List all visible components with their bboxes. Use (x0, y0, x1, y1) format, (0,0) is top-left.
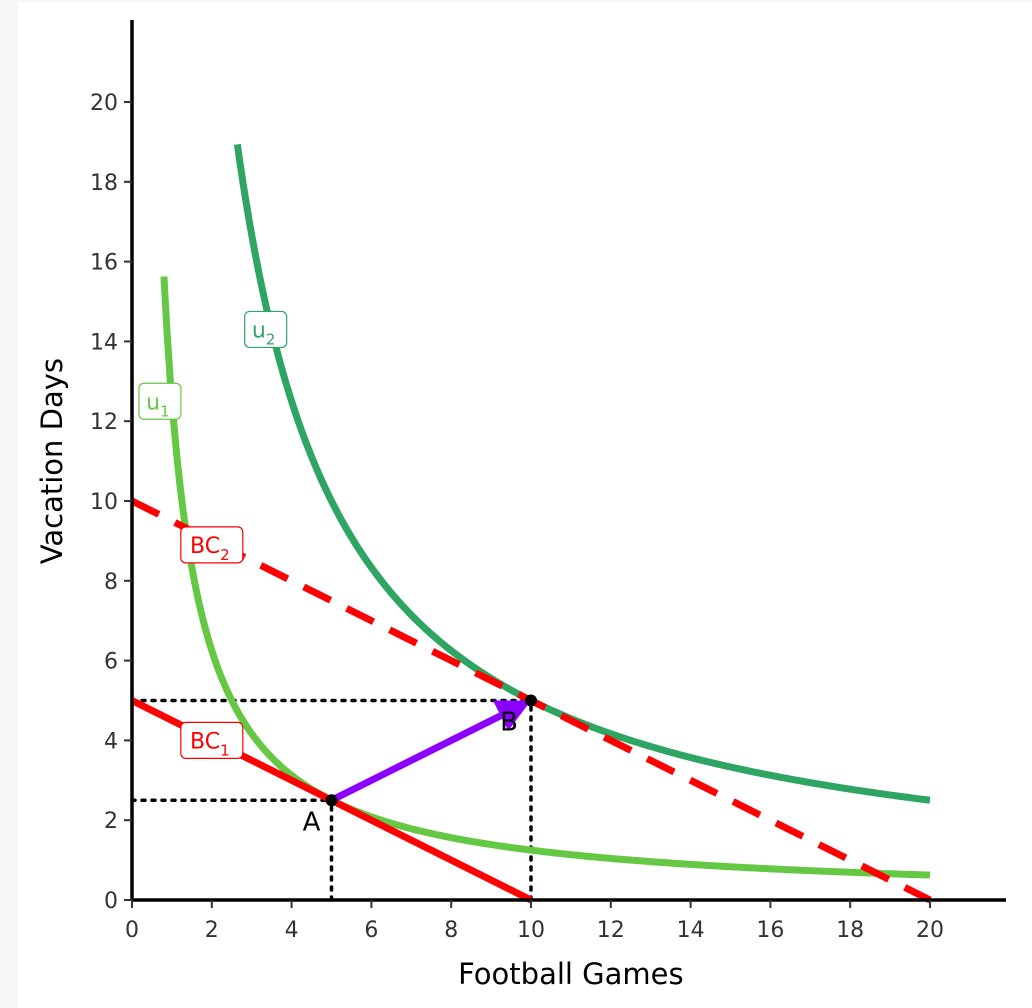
label-main: BC (190, 729, 220, 754)
y-tick-label-4: 4 (104, 729, 118, 754)
x-tick-label-16: 16 (756, 918, 784, 943)
x-tick-label-4: 4 (285, 918, 299, 943)
label-subscript: 2 (266, 330, 276, 348)
y-tick-label-18: 18 (90, 171, 118, 196)
y-tick-label-14: 14 (90, 330, 118, 355)
x-tick-label-14: 14 (677, 918, 705, 943)
arrow-head (492, 700, 531, 731)
x-axis-title: Football Games (458, 957, 683, 991)
label-box (138, 382, 182, 420)
y-axis-title: Vacation Days (35, 358, 69, 564)
movement-arrow (329, 700, 531, 804)
label-box (180, 721, 244, 760)
label-u1: u1 (138, 382, 182, 420)
label-text: u1 (146, 390, 170, 420)
y-tick-label-12: 12 (90, 410, 118, 435)
label-text: BC1 (190, 729, 230, 759)
point-b (525, 694, 537, 707)
label-box (180, 526, 244, 564)
x-tick-label-6: 6 (364, 918, 378, 943)
x-tick-label-0: 0 (125, 918, 139, 943)
label-text: BC2 (190, 534, 230, 564)
y-tick-label-8: 8 (104, 570, 118, 595)
label-main: BC (190, 534, 220, 559)
label-bc2: BC2 (180, 526, 244, 564)
x-tick-label-18: 18 (836, 918, 864, 943)
x-tick-label-10: 10 (517, 918, 545, 943)
label-bc1: BC1 (180, 721, 244, 760)
label-text: u2 (252, 318, 275, 348)
curve-u1 (160, 276, 931, 879)
y-tick-label-10: 10 (90, 490, 118, 515)
point-a (325, 794, 338, 807)
arrow-shaft (329, 712, 503, 804)
y-tick-label-6: 6 (104, 650, 118, 675)
y-tick-label-0: 0 (104, 889, 118, 914)
x-tick-label-12: 12 (597, 918, 625, 943)
y-tick-label-2: 2 (104, 809, 118, 834)
x-tick-label-2: 2 (205, 918, 219, 943)
label-main: u (252, 318, 266, 343)
label-subscript: 2 (220, 546, 230, 564)
label-box (244, 310, 288, 349)
point-label-a: A (303, 807, 321, 837)
x-tick-label-20: 20 (916, 918, 944, 943)
label-u2: u2 (244, 310, 288, 349)
y-tick-label-16: 16 (90, 251, 118, 276)
x-tick-label-8: 8 (444, 918, 458, 943)
points: AB (303, 694, 537, 837)
label-main: u (146, 390, 160, 415)
guide-lines (130, 698, 533, 902)
point-label-b: B (500, 708, 518, 738)
y-tick-label-20: 20 (90, 91, 118, 116)
label-subscript: 1 (220, 741, 230, 759)
label-subscript: 1 (160, 402, 170, 420)
